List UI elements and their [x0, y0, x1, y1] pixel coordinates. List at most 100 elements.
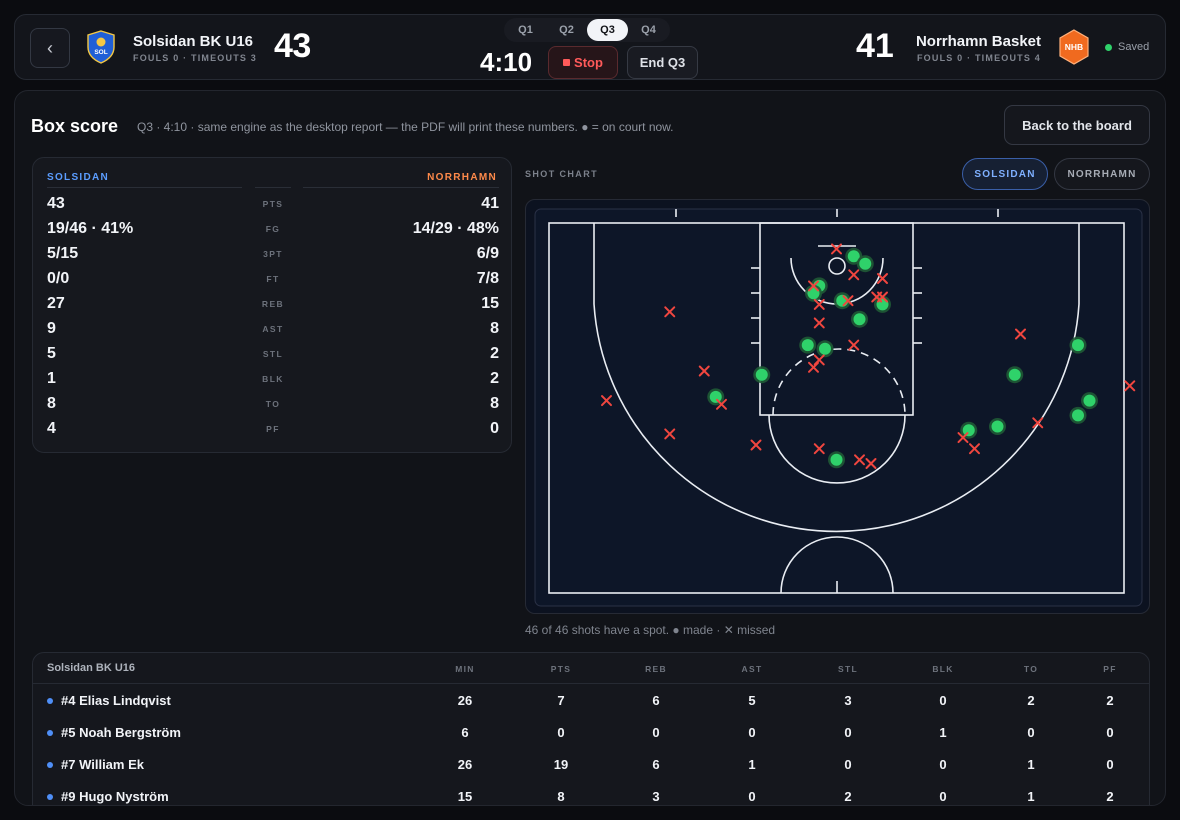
- end-quarter-button[interactable]: End Q3: [627, 46, 698, 79]
- col-pts: PTS: [550, 664, 572, 674]
- player-stat-to: 2: [1027, 693, 1035, 708]
- missed-shot-marker: [969, 443, 980, 455]
- player-stat-pf: 0: [1106, 725, 1114, 740]
- missed-shot-marker: [813, 443, 825, 455]
- home-team-logo: SOL: [87, 30, 115, 64]
- col-min: MIN: [455, 664, 475, 674]
- player-stat-reb: 3: [652, 789, 660, 804]
- shot-chart-label: SHOT CHART: [525, 169, 598, 179]
- player-stat-blk: 0: [939, 693, 947, 708]
- away-stat-value: 0: [490, 420, 499, 437]
- missed-shot-marker: [848, 269, 860, 281]
- missed-shot-marker: [831, 243, 842, 255]
- home-stat-value: 0/0: [47, 270, 70, 287]
- player-stat-to: 1: [1027, 757, 1035, 772]
- player-name: #9 Hugo Nyström: [61, 789, 169, 804]
- shot-chart-home-toggle[interactable]: SOLSIDAN: [962, 158, 1048, 190]
- shot-chart-away-toggle[interactable]: NORRHAMN: [1054, 158, 1150, 190]
- home-stat-value: 5/15: [47, 245, 79, 262]
- missed-shot-marker: [957, 432, 969, 444]
- tab-q3[interactable]: Q3: [587, 19, 628, 41]
- player-stat-min: 6: [461, 725, 469, 740]
- made-shot-marker: [1081, 392, 1098, 410]
- player-stat-blk: 0: [939, 789, 947, 804]
- tab-q2[interactable]: Q2: [559, 24, 574, 36]
- box-score-panel: Box score Q3 · 4:10 · same engine as the…: [14, 90, 1166, 806]
- player-stat-stl: 0: [844, 757, 852, 772]
- back-to-board-button[interactable]: Back to the board: [1004, 105, 1150, 145]
- comparison-row-fg: 19/46 · 41% FG 14/29 · 48%: [33, 220, 513, 245]
- scoreboard-bar: ‹ SOL Solsidan BK U16 FOULS 0 · TIMEOUTS…: [14, 14, 1166, 80]
- home-score: 43: [274, 27, 311, 65]
- missed-shot-marker: [716, 398, 727, 410]
- made-shot-marker: [851, 310, 868, 328]
- home-stat-value: 1: [47, 370, 56, 387]
- table-row[interactable]: #4 Elias Lindqvist 26 7 6 5 3 0 2 2: [33, 685, 1149, 717]
- chevron-left-icon: ‹: [47, 37, 53, 58]
- comparison-row-3pt: 5/15 3PT 6/9: [33, 245, 513, 270]
- made-shot-marker: [799, 336, 817, 354]
- made-shot-marker: [816, 340, 834, 358]
- back-button[interactable]: ‹: [30, 28, 70, 68]
- player-stat-reb: 6: [652, 757, 660, 772]
- player-stat-stl: 0: [844, 725, 852, 740]
- made-shot-marker: [1069, 336, 1087, 354]
- court-lines: [548, 209, 1125, 594]
- missed-shot-marker: [865, 458, 877, 469]
- comparison-row-ft: 0/0 FT 7/8: [33, 270, 513, 295]
- missed-shot-marker: [848, 339, 860, 351]
- player-name: #5 Noah Bergström: [61, 725, 181, 740]
- saved-dot-icon: [1105, 43, 1112, 51]
- player-stat-reb: 6: [652, 693, 660, 708]
- player-stat-pts: 0: [557, 725, 565, 740]
- stat-label: FG: [265, 224, 281, 234]
- player-stat-blk: 0: [939, 757, 947, 772]
- team-comparison-card: SOLSIDAN NORRHAMN 43 PTS 41 19/46 · 41% FG 14…: [32, 157, 512, 453]
- table-row[interactable]: #5 Noah Bergström 6 0 0 0 0 1 0 0: [33, 717, 1149, 749]
- stop-clock-button[interactable]: Stop: [548, 46, 618, 79]
- player-stat-pf: 0: [1106, 757, 1114, 772]
- court-svg: [534, 208, 1143, 607]
- stat-label: REB: [261, 299, 285, 309]
- away-stat-value: 7/8: [476, 270, 499, 287]
- home-stat-value: 5: [47, 345, 56, 362]
- divider: [47, 187, 242, 188]
- away-stat-value: 2: [490, 370, 499, 387]
- player-stat-ast: 0: [748, 725, 756, 740]
- table-row[interactable]: #9 Hugo Nyström 15 8 3 0 2 0 1 2: [33, 781, 1149, 805]
- comparison-row-reb: 27 REB 15: [33, 295, 513, 320]
- player-stat-min: 26: [457, 693, 473, 708]
- made-shot-marker: [828, 451, 845, 469]
- table-row[interactable]: #7 William Ek 26 19 6 1 0 0 1 0: [33, 749, 1149, 781]
- home-stat-value: 4: [47, 420, 56, 437]
- tab-q4[interactable]: Q4: [641, 24, 656, 36]
- player-stat-stl: 2: [844, 789, 852, 804]
- player-stat-blk: 1: [939, 725, 947, 740]
- player-stat-min: 26: [457, 757, 473, 772]
- save-status: Saved: [1105, 41, 1149, 53]
- away-stat-value: 15: [481, 295, 499, 312]
- player-stat-pts: 8: [557, 789, 565, 804]
- stat-label: AST: [262, 324, 284, 334]
- home-stat-value: 43: [47, 195, 65, 212]
- comparison-row-blk: 1 BLK 2: [33, 370, 513, 395]
- made-shot-marker: [707, 388, 725, 406]
- player-stat-reb: 0: [652, 725, 660, 740]
- on-court-dot-icon: [47, 762, 53, 768]
- missed-shot-marker: [842, 295, 854, 307]
- missed-shot-marker: [877, 273, 888, 284]
- missed-shot-marker: [664, 306, 676, 318]
- away-team-fouls-timeouts: FOULS 0 · TIMEOUTS 4: [916, 53, 1041, 63]
- comparison-away-label: NORRHAMN: [427, 172, 497, 183]
- col-to: TO: [1023, 664, 1039, 674]
- tab-q1[interactable]: Q1: [518, 24, 533, 36]
- missed-shot-marker: [698, 365, 710, 377]
- col-ast: AST: [741, 664, 763, 674]
- shot-chart-caption: 46 of 46 shots have a spot. ● made · ✕ m…: [525, 623, 776, 637]
- made-shot-marker: [1006, 366, 1024, 384]
- stat-label: STL: [262, 349, 284, 359]
- missed-shot-marker: [808, 280, 819, 292]
- player-stat-to: 1: [1027, 789, 1035, 804]
- player-stat-min: 15: [457, 789, 473, 804]
- home-stat-value: 27: [47, 295, 65, 312]
